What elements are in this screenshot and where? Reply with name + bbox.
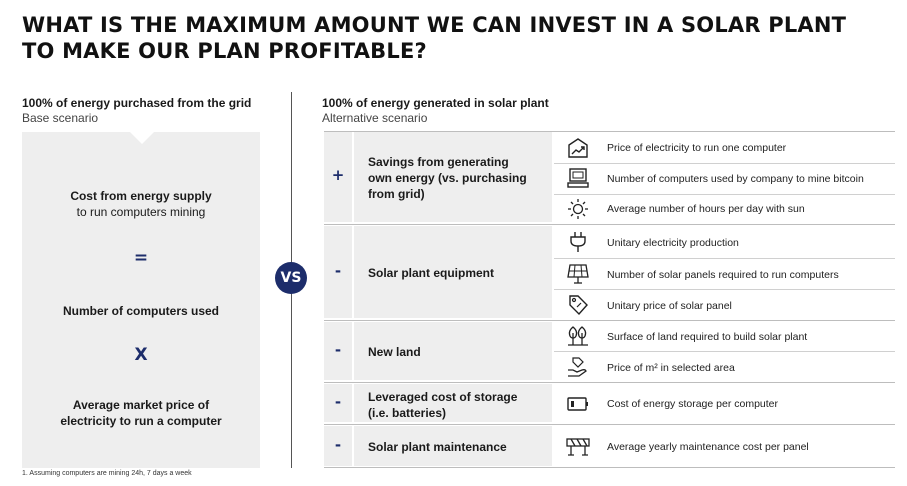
section-rule	[324, 320, 895, 321]
equals-operator: =	[133, 248, 149, 268]
storage-label-line-2: (i.e. batteries)	[368, 406, 447, 420]
plug-icon	[570, 232, 586, 252]
section-2-sign-band	[324, 226, 352, 318]
item-panel-price: Unitary price of solar panel	[607, 300, 732, 312]
section-2-label-band	[354, 226, 552, 318]
plus-sign: +	[331, 166, 345, 184]
market-price-label-1: Average market price of	[72, 398, 210, 412]
land-price-icon	[568, 357, 587, 377]
trees-icon	[568, 326, 588, 346]
new-land-label: New land	[368, 345, 421, 359]
section-1-sign-band	[324, 132, 352, 222]
item-computers-count: Number of computers used by company to m…	[607, 173, 864, 185]
solar-panel-icon	[567, 264, 589, 284]
base-scenario-subheading: Base scenario	[22, 111, 99, 125]
section-5-sign-band	[324, 426, 352, 466]
section-rule	[324, 131, 895, 132]
multiply-operator: X	[134, 345, 148, 365]
item-sun-hours: Average number of hours per day with sun	[607, 203, 805, 215]
minus-sign: -	[334, 393, 342, 411]
savings-label-line-3: from grid)	[368, 187, 425, 201]
section-rule	[324, 467, 895, 468]
computer-icon	[567, 168, 589, 188]
item-rule	[554, 289, 895, 290]
market-price-label-2: electricity to run a computer	[60, 414, 222, 428]
panel-notch	[130, 132, 154, 144]
cost-energy-supply-label: Cost from energy supply	[70, 189, 212, 203]
maintenance-label: Solar plant maintenance	[368, 440, 507, 454]
section-rule	[324, 224, 895, 225]
item-rule	[554, 163, 895, 164]
page-title: WHAT IS THE MAXIMUM AMOUNT WE CAN INVEST…	[22, 13, 847, 63]
price-chart-icon	[568, 138, 588, 158]
section-rule	[324, 382, 895, 383]
alternative-scenario-subheading: Alternative scenario	[322, 111, 428, 125]
section-1-label-band	[354, 132, 552, 222]
barrier-icon	[566, 438, 590, 456]
minus-sign: -	[334, 436, 342, 454]
savings-label-line-1: Savings from generating	[368, 155, 509, 169]
solar-equipment-label: Solar plant equipment	[368, 266, 495, 280]
section-4-sign-band	[324, 384, 352, 422]
minus-sign: -	[334, 262, 342, 280]
item-storage-cost: Cost of energy storage per computer	[607, 398, 779, 410]
sun-icon	[568, 199, 588, 219]
item-electricity-price: Price of electricity to run one computer	[607, 142, 787, 154]
alternative-scenario-heading: 100% of energy generated in solar plant	[322, 96, 549, 110]
price-tag-icon	[569, 295, 588, 316]
item-solar-panels-count: Number of solar panels required to run c…	[607, 269, 839, 281]
minus-sign: -	[334, 341, 342, 359]
base-scenario-panel	[22, 132, 260, 468]
item-maintenance-cost: Average yearly maintenance cost per pane…	[607, 441, 809, 453]
footnote: 1. Assuming computers are mining 24h, 7 …	[22, 470, 192, 477]
storage-label-line-1: Leveraged cost of storage	[368, 390, 518, 404]
item-rule	[554, 351, 895, 352]
section-3-label-band	[354, 322, 552, 380]
item-land-price: Price of m² in selected area	[607, 362, 735, 374]
section-3-sign-band	[324, 322, 352, 380]
vs-badge: VS	[275, 262, 307, 294]
item-rule	[554, 194, 895, 195]
item-land-surface: Surface of land required to build solar …	[607, 331, 808, 343]
computers-used-label: Number of computers used	[62, 304, 220, 318]
battery-icon	[567, 397, 588, 411]
section-rule	[324, 424, 895, 425]
item-rule	[554, 258, 895, 259]
run-computers-label: to run computers mining	[76, 205, 206, 219]
section-4-label-band	[354, 384, 552, 422]
section-5-label-band	[354, 426, 552, 466]
item-electricity-production: Unitary electricity production	[607, 237, 739, 249]
savings-label-line-2: own energy (vs. purchasing	[368, 171, 527, 185]
base-scenario-heading: 100% of energy purchased from the grid	[22, 96, 252, 110]
